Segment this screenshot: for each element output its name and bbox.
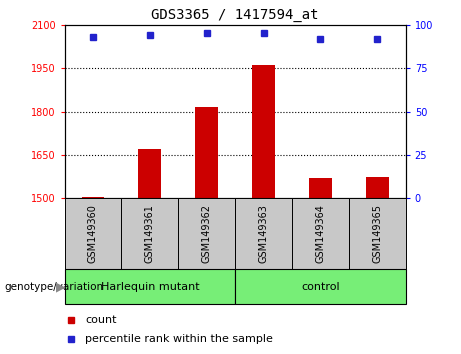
Bar (65, 269, 235, 304)
Bar (138, 149, 161, 198)
Bar (252, 65, 275, 198)
Text: GSM149361: GSM149361 (145, 204, 155, 263)
Text: GSM149362: GSM149362 (201, 204, 212, 263)
Bar (366, 177, 389, 198)
Text: genotype/variation: genotype/variation (5, 282, 104, 292)
Bar (292, 198, 349, 269)
Bar (178, 198, 235, 269)
Bar (82, 197, 104, 198)
Text: GSM149365: GSM149365 (372, 204, 382, 263)
Text: ▶: ▶ (56, 280, 66, 293)
Bar (121, 198, 178, 269)
Bar (65, 198, 121, 269)
Text: percentile rank within the sample: percentile rank within the sample (85, 333, 273, 344)
Text: Harlequin mutant: Harlequin mutant (100, 282, 199, 292)
Bar (349, 198, 406, 269)
Text: control: control (301, 282, 340, 292)
Text: GSM149363: GSM149363 (259, 204, 269, 263)
Bar (235, 198, 292, 269)
Bar (195, 107, 218, 198)
Title: GDS3365 / 1417594_at: GDS3365 / 1417594_at (151, 8, 319, 22)
Bar (309, 178, 332, 198)
Text: count: count (85, 315, 117, 325)
Text: GSM149360: GSM149360 (88, 204, 98, 263)
Bar (235, 269, 406, 304)
Text: GSM149364: GSM149364 (315, 204, 325, 263)
